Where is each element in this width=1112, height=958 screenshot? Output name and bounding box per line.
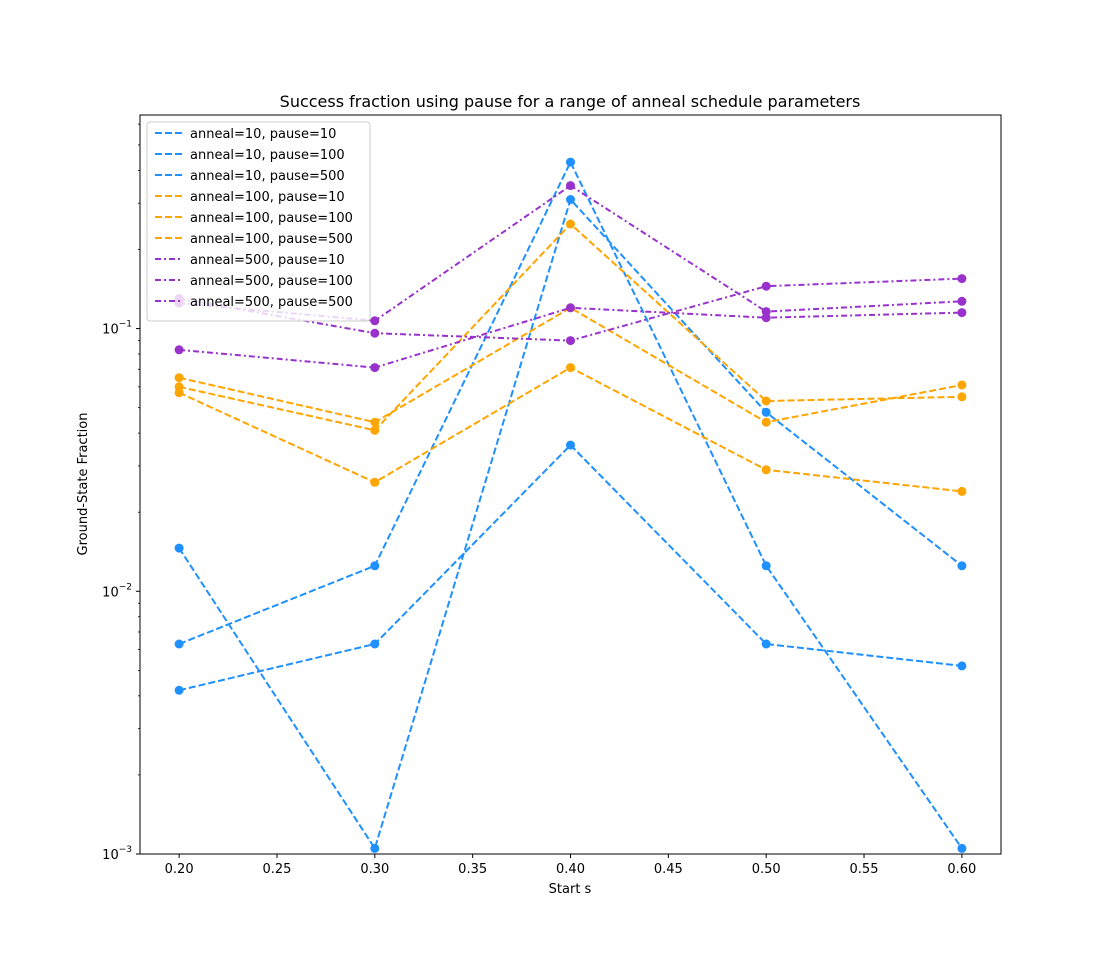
data-point bbox=[174, 345, 184, 355]
data-point bbox=[761, 281, 771, 291]
legend-label: anneal=500, pause=10 bbox=[190, 253, 345, 268]
data-point bbox=[174, 639, 184, 649]
data-point bbox=[761, 417, 771, 427]
x-tick-label: 0.30 bbox=[360, 862, 389, 877]
data-point bbox=[761, 561, 771, 571]
series-line bbox=[178, 159, 963, 849]
legend-item: anneal=10, pause=10 bbox=[155, 127, 336, 142]
legend-item: anneal=10, pause=100 bbox=[155, 148, 345, 163]
series-2 bbox=[174, 157, 967, 853]
legend-item: anneal=100, pause=500 bbox=[155, 232, 353, 247]
x-tick-label: 0.40 bbox=[556, 862, 585, 877]
data-point bbox=[370, 561, 380, 571]
legend-label: anneal=10, pause=100 bbox=[190, 148, 345, 163]
data-point bbox=[957, 843, 967, 853]
data-point bbox=[761, 396, 771, 406]
data-point bbox=[957, 380, 967, 390]
legend-box bbox=[146, 121, 371, 322]
data-point bbox=[370, 843, 380, 853]
series-3 bbox=[174, 195, 967, 853]
data-point bbox=[957, 308, 967, 318]
series-4 bbox=[174, 363, 967, 496]
legend-label: anneal=100, pause=500 bbox=[190, 232, 353, 247]
y-tick-label: 10−1 bbox=[102, 320, 132, 338]
x-tick-label: 0.35 bbox=[458, 862, 487, 877]
legend-label: anneal=500, pause=100 bbox=[190, 274, 353, 289]
data-point bbox=[761, 639, 771, 649]
data-point bbox=[174, 685, 184, 695]
x-tick-label: 0.50 bbox=[752, 862, 781, 877]
series-6 bbox=[174, 219, 967, 435]
data-point bbox=[370, 328, 380, 338]
legend-label: anneal=100, pause=10 bbox=[190, 190, 345, 205]
data-point bbox=[370, 425, 380, 435]
legend-item: anneal=100, pause=10 bbox=[155, 190, 345, 205]
y-tick-label: 10−3 bbox=[102, 845, 132, 863]
series-line bbox=[178, 443, 963, 692]
data-point bbox=[761, 465, 771, 475]
data-point bbox=[566, 157, 575, 167]
data-point bbox=[370, 316, 380, 326]
data-point bbox=[566, 440, 575, 450]
data-point bbox=[957, 486, 967, 496]
y-axis-label: Ground-State Fraction bbox=[76, 413, 91, 556]
data-point bbox=[174, 543, 184, 553]
data-point bbox=[957, 661, 967, 671]
x-axis-label: Start s bbox=[549, 882, 592, 897]
x-tick-label: 0.60 bbox=[947, 862, 976, 877]
data-point bbox=[174, 373, 184, 383]
legend-label: anneal=100, pause=100 bbox=[190, 211, 353, 226]
x-tick-label: 0.55 bbox=[850, 862, 879, 877]
data-point bbox=[761, 307, 771, 317]
chart-title: Success fraction using pause for a range… bbox=[280, 92, 861, 111]
data-point bbox=[566, 181, 575, 191]
data-point bbox=[566, 219, 575, 229]
legend: anneal=10, pause=10 anneal=10, pause=100 a… bbox=[146, 121, 371, 322]
series-1 bbox=[174, 440, 967, 695]
x-tick-label: 0.20 bbox=[165, 862, 194, 877]
data-point bbox=[957, 274, 967, 284]
data-point bbox=[370, 363, 380, 373]
y-tick-label: 10−2 bbox=[102, 582, 132, 600]
y-axis: 10−3 10−2 10−1 bbox=[102, 123, 140, 863]
data-point bbox=[566, 363, 575, 373]
legend-item: anneal=500, pause=10 bbox=[155, 253, 345, 268]
data-point bbox=[566, 195, 575, 204]
data-point bbox=[566, 303, 575, 313]
legend-item: anneal=100, pause=100 bbox=[155, 211, 353, 226]
data-point bbox=[370, 639, 380, 649]
legend-item: anneal=500, pause=500 bbox=[155, 295, 353, 310]
data-point bbox=[957, 296, 967, 306]
series-line bbox=[178, 306, 963, 424]
x-tick-label: 0.45 bbox=[654, 862, 683, 877]
x-axis: 0.20 0.25 0.30 0.35 0.40 0.45 0.50 0.55 0.60 bbox=[165, 854, 976, 877]
legend-label: anneal=10, pause=10 bbox=[190, 127, 336, 142]
data-point bbox=[174, 382, 184, 392]
data-point bbox=[957, 561, 967, 571]
legend-label: anneal=10, pause=500 bbox=[190, 169, 345, 184]
data-point bbox=[566, 336, 575, 346]
legend-label: anneal=500, pause=500 bbox=[190, 295, 353, 310]
data-point bbox=[370, 417, 380, 427]
x-tick-label: 0.25 bbox=[263, 862, 292, 877]
data-point bbox=[370, 477, 380, 487]
legend-item: anneal=10, pause=500 bbox=[155, 169, 345, 184]
data-point bbox=[761, 407, 771, 417]
data-point bbox=[957, 392, 967, 402]
legend-item: anneal=500, pause=100 bbox=[155, 274, 353, 289]
